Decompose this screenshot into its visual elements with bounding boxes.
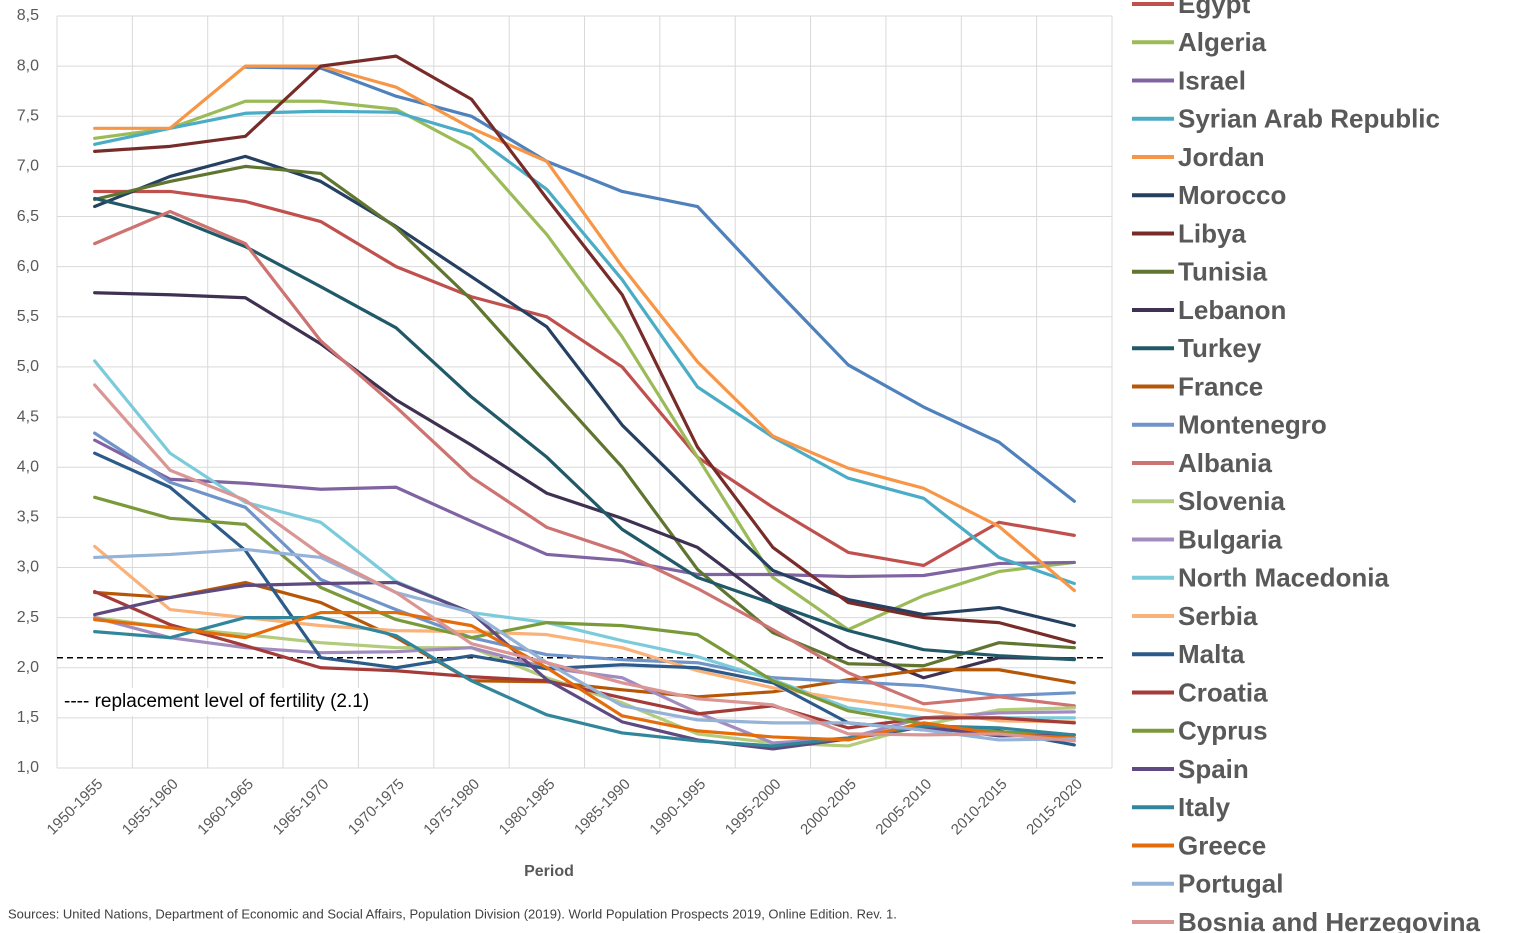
x-axis-label: Period <box>524 863 574 880</box>
y-tick-label: 4,0 <box>17 458 39 475</box>
legend-label: Jordan <box>1178 142 1265 172</box>
x-tick-label: 1950-1955 <box>44 776 107 839</box>
annotation-box <box>60 688 432 716</box>
y-tick-label: 6,0 <box>17 258 39 275</box>
legend-label: France <box>1178 371 1263 401</box>
legend-label: Albania <box>1178 448 1272 478</box>
legend-label: Israel <box>1178 65 1246 95</box>
legend-label: Greece <box>1178 830 1266 860</box>
series-line <box>93 154 1076 628</box>
y-tick-label: 2,0 <box>17 659 39 676</box>
series-line <box>93 209 1076 708</box>
y-tick-label: 8,5 <box>17 7 39 24</box>
y-tick-label: 1,0 <box>17 759 39 776</box>
x-tick-label: 2000-2005 <box>797 776 860 839</box>
x-tick-label: 1975-1980 <box>420 776 483 839</box>
x-tick-label: 1995-2000 <box>722 776 785 839</box>
series-line <box>93 589 1076 730</box>
series-line <box>93 196 1076 662</box>
x-tick-label: 2015-2020 <box>1023 776 1086 839</box>
series-line <box>93 164 1076 668</box>
legend-label: Lebanon <box>1178 295 1286 325</box>
series-line <box>93 189 1076 568</box>
legend-label: Malta <box>1178 639 1245 669</box>
y-tick-label: 1,5 <box>17 709 39 726</box>
series-line <box>93 54 1076 645</box>
legend-label: Cyprus <box>1178 716 1268 746</box>
legend-label: Montenegro <box>1178 410 1327 440</box>
legend-label: Croatia <box>1178 677 1268 707</box>
legend-label: Slovenia <box>1178 486 1285 516</box>
legend-label: Serbia <box>1178 601 1258 631</box>
legend-label: Libya <box>1178 218 1246 248</box>
y-tick-label: 3,5 <box>17 509 39 526</box>
legend-label: Bulgaria <box>1178 524 1283 554</box>
legend-label: Algeria <box>1178 27 1267 57</box>
legend-label: Spain <box>1178 754 1249 784</box>
legend-label: Turkey <box>1178 333 1262 363</box>
series-line <box>93 383 1076 743</box>
x-tick-label: 2010-2015 <box>948 776 1011 839</box>
legend-label: Morocco <box>1178 180 1286 210</box>
y-tick-label: 7,5 <box>17 107 39 124</box>
series-line <box>93 547 1076 742</box>
y-tick-label: 4,5 <box>17 408 39 425</box>
legend-label: Tunisia <box>1178 257 1268 287</box>
series-line <box>93 64 1076 593</box>
legend-label: Portugal <box>1178 869 1283 899</box>
series-line <box>93 438 1076 579</box>
series-line <box>93 99 1076 632</box>
x-tick-label: 1965-1970 <box>270 776 333 839</box>
legend-label: Italy <box>1178 792 1231 822</box>
series-line <box>243 65 1076 503</box>
legend-label: North Macedonia <box>1178 563 1389 593</box>
y-tick-label: 8,0 <box>17 57 39 74</box>
series-line <box>93 495 1076 737</box>
legend-label: Bosnia and Herzegovina <box>1178 907 1480 933</box>
series-line <box>93 109 1076 586</box>
series-line <box>93 359 1076 720</box>
source-note: Sources: United Nations, Department of E… <box>8 906 897 921</box>
series-line <box>93 610 1076 742</box>
legend-label: Syrian Arab Republic <box>1178 104 1440 134</box>
series-line <box>93 431 1076 698</box>
x-tick-label: 1985-1990 <box>571 776 634 839</box>
y-tick-label: 2,5 <box>17 609 39 626</box>
x-tick-label: 1970-1975 <box>345 776 408 839</box>
legend-label: Egypt <box>1178 0 1251 19</box>
x-tick-label: 1990-1995 <box>646 776 709 839</box>
y-tick-label: 5,5 <box>17 308 39 325</box>
x-tick-label: 1955-1960 <box>119 776 182 839</box>
x-tick-label: 2005-2010 <box>872 776 935 839</box>
y-tick-label: 5,0 <box>17 358 39 375</box>
annotation: ---- replacement level of fertility (2.1… <box>64 691 369 712</box>
x-tick-label: 1980-1985 <box>496 776 559 839</box>
y-tick-label: 6,5 <box>17 208 39 225</box>
y-tick-label: 7,0 <box>17 158 39 175</box>
x-tick-label: 1960-1965 <box>194 776 257 839</box>
y-tick-label: 3,0 <box>17 559 39 576</box>
